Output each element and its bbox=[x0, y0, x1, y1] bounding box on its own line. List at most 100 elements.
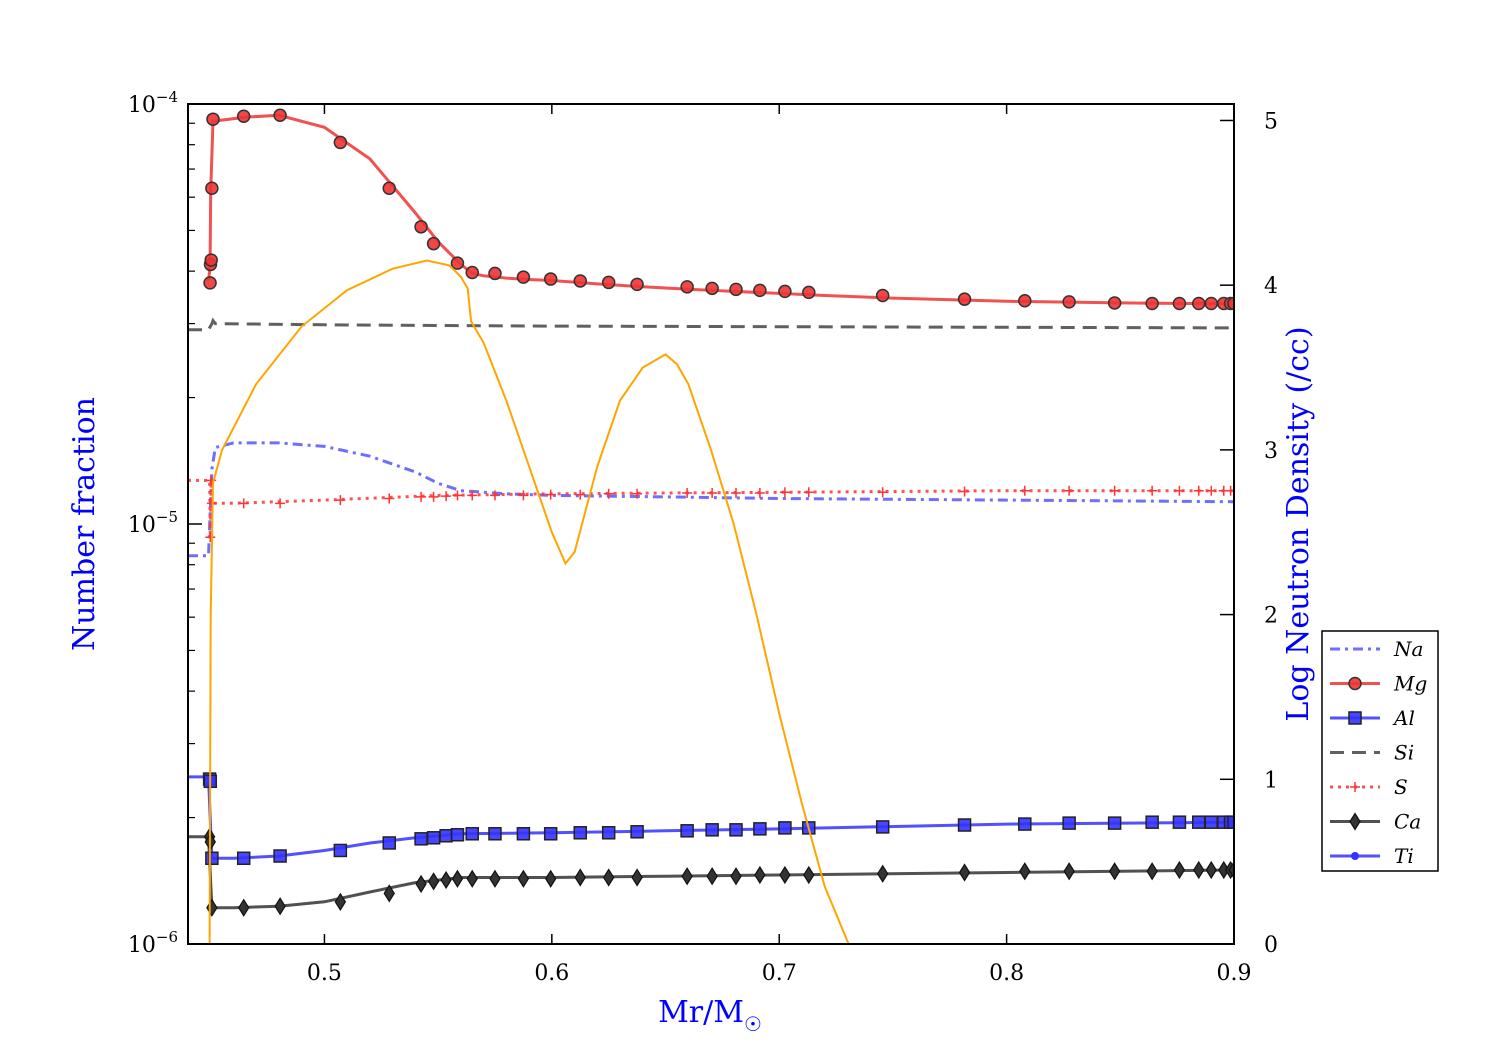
marker-s bbox=[238, 498, 249, 509]
plot-area bbox=[188, 108, 1234, 944]
marker-s bbox=[275, 498, 286, 509]
marker-ca bbox=[1173, 860, 1186, 880]
marker-ca bbox=[334, 892, 347, 911]
marker-al bbox=[450, 828, 465, 842]
marker-mg bbox=[729, 282, 743, 297]
marker-mg bbox=[333, 135, 348, 150]
x-tick-label: 0.5 bbox=[307, 961, 342, 986]
x-tick-label: 0.7 bbox=[762, 961, 797, 986]
legend-item-s: S bbox=[1330, 775, 1408, 799]
marker-s bbox=[1206, 485, 1217, 496]
marker-al bbox=[1062, 816, 1076, 830]
marker-mg bbox=[1145, 296, 1159, 311]
marker-ca bbox=[754, 865, 766, 885]
marker-mg bbox=[573, 274, 587, 288]
marker-s bbox=[441, 491, 452, 502]
marker-al bbox=[753, 822, 767, 836]
marker-al bbox=[426, 831, 441, 845]
y-right-tick-label: 0 bbox=[1264, 933, 1278, 958]
marker-al bbox=[1107, 816, 1122, 830]
right-axis-title: Log Neutron Density (/cc) bbox=[1281, 326, 1316, 721]
marker-s bbox=[467, 490, 478, 501]
marker-al bbox=[205, 851, 219, 866]
marker-al bbox=[1145, 815, 1159, 829]
series-neutron-density bbox=[208, 259, 850, 944]
series-al bbox=[188, 772, 1234, 866]
marker-mg bbox=[450, 256, 465, 270]
marker-mg bbox=[1062, 295, 1076, 309]
marker-mg bbox=[426, 236, 441, 251]
marker-al bbox=[382, 836, 396, 850]
marker-ca bbox=[1108, 862, 1121, 881]
legend-marker bbox=[1349, 812, 1361, 831]
marker-al bbox=[680, 824, 694, 838]
marker-al bbox=[273, 849, 287, 863]
y-right-tick-label: 5 bbox=[1264, 109, 1278, 134]
marker-mg bbox=[204, 253, 218, 267]
series-si bbox=[188, 317, 1234, 332]
marker-s bbox=[779, 487, 790, 498]
legend-marker bbox=[1350, 782, 1360, 792]
marker-ca bbox=[440, 870, 452, 890]
marker-s bbox=[1064, 485, 1075, 496]
legend-label: Ca bbox=[1394, 810, 1421, 834]
marker-mg bbox=[236, 109, 251, 124]
marker-mg bbox=[957, 292, 972, 306]
marker-mg bbox=[630, 277, 644, 292]
marker-mg bbox=[802, 285, 816, 300]
series-s bbox=[188, 475, 1234, 543]
marker-s bbox=[1229, 485, 1234, 496]
legend-item-al: Al bbox=[1330, 706, 1415, 730]
marker-s bbox=[518, 490, 529, 501]
x-axis-title-symbol: ☉ bbox=[744, 1012, 762, 1036]
plot-frame bbox=[187, 103, 1235, 945]
marker-mg bbox=[875, 288, 890, 303]
marker-ca bbox=[706, 867, 718, 886]
marker-al bbox=[573, 826, 587, 840]
marker-s bbox=[603, 488, 614, 499]
marker-ca bbox=[383, 884, 395, 903]
x-tick-label: 0.6 bbox=[534, 961, 569, 986]
marker-s bbox=[1174, 485, 1185, 496]
marker-ca bbox=[1228, 860, 1234, 880]
marker-mg bbox=[1192, 296, 1206, 311]
marker-mg bbox=[206, 112, 220, 126]
marker-ca bbox=[1205, 860, 1217, 880]
marker-mg bbox=[1227, 296, 1234, 311]
marker-ca bbox=[1063, 862, 1075, 881]
marker-mg bbox=[488, 266, 502, 281]
marker-ca bbox=[602, 868, 615, 887]
marker-ca bbox=[958, 863, 971, 882]
marker-s bbox=[1019, 485, 1030, 496]
marker-s bbox=[707, 488, 718, 499]
y-right-tick-label: 2 bbox=[1264, 604, 1278, 629]
legend-item-mg: Mg bbox=[1330, 672, 1427, 696]
marker-ca bbox=[730, 867, 742, 886]
marker-s bbox=[205, 532, 216, 543]
legend-item-ca: Ca bbox=[1330, 810, 1421, 834]
marker-ca bbox=[238, 898, 250, 917]
marker-ca bbox=[206, 898, 218, 917]
marker-mg bbox=[1018, 294, 1032, 308]
legend-item-si: Si bbox=[1330, 741, 1414, 765]
legend-label: S bbox=[1394, 775, 1408, 799]
series-line-na bbox=[188, 441, 1234, 558]
marker-s bbox=[682, 488, 693, 499]
marker-al bbox=[1172, 815, 1187, 829]
marker-ca bbox=[681, 867, 693, 886]
marker-ca bbox=[1146, 862, 1158, 881]
marker-mg bbox=[543, 272, 558, 286]
marker-al bbox=[465, 827, 479, 841]
legend-item-ti: Ti bbox=[1330, 844, 1414, 868]
marker-ca bbox=[427, 872, 440, 891]
marker-al bbox=[729, 823, 743, 837]
marker-ca bbox=[544, 869, 557, 888]
series-ca bbox=[188, 827, 1234, 917]
x-axis-title: Mr/M☉ bbox=[658, 995, 762, 1036]
marker-s bbox=[416, 491, 427, 502]
marker-s bbox=[489, 490, 500, 501]
legend-label: Si bbox=[1394, 741, 1414, 765]
marker-s bbox=[545, 489, 556, 500]
marker-al bbox=[1192, 815, 1206, 829]
legend-marker bbox=[1351, 852, 1359, 860]
